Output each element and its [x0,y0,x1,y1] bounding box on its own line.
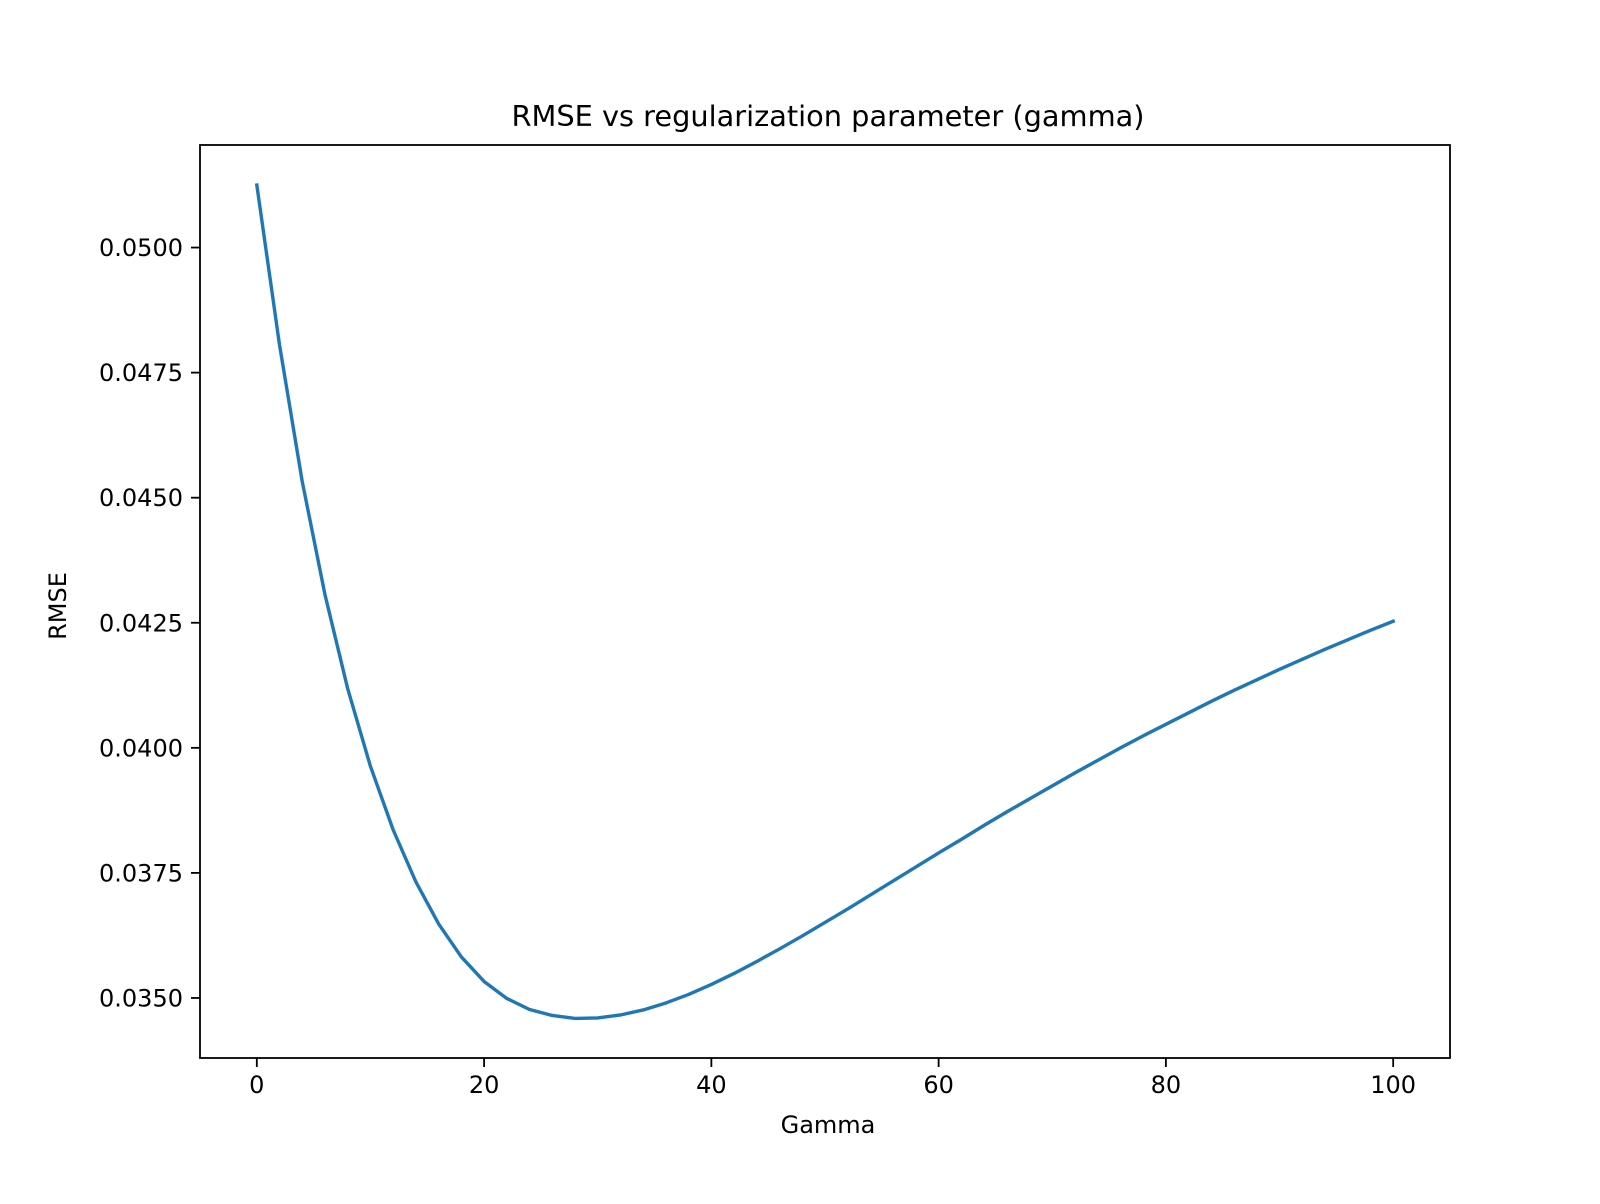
chart-title: RMSE vs regularization parameter (gamma) [511,99,1144,133]
x-tick-label: 80 [1151,1071,1182,1099]
y-axis-label: RMSE [44,572,72,640]
series-line-0 [254,183,1396,1021]
x-tick-label: 20 [469,1071,500,1099]
y-tick-label: 0.0400 [99,734,183,762]
y-tick-label: 0.0475 [99,359,183,387]
y-tick-label: 0.0375 [99,859,183,887]
y-tick-label: 0.0425 [99,609,183,637]
y-tick-label: 0.0350 [99,984,183,1012]
x-tick-label: 40 [696,1071,727,1099]
y-tick-label: 0.0450 [99,484,183,512]
plot-area: 0 20 40 60 80 100 0.0350 0.0375 0.0400 0.0425 0.04… [99,144,1451,1099]
axes-frame [199,144,1451,1059]
x-axis-label: Gamma [781,1111,876,1139]
x-tick-label: 100 [1370,1071,1416,1099]
x-tick-label: 60 [923,1071,954,1099]
y-tick-label: 0.0500 [99,234,183,262]
x-tick-label: 0 [249,1071,264,1099]
